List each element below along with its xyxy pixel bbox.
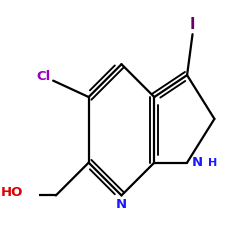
Text: N: N bbox=[192, 156, 202, 169]
Text: N: N bbox=[116, 198, 127, 211]
Text: Cl: Cl bbox=[36, 70, 51, 83]
Text: HO: HO bbox=[1, 186, 23, 199]
Text: I: I bbox=[190, 17, 195, 32]
Text: H: H bbox=[208, 158, 217, 168]
